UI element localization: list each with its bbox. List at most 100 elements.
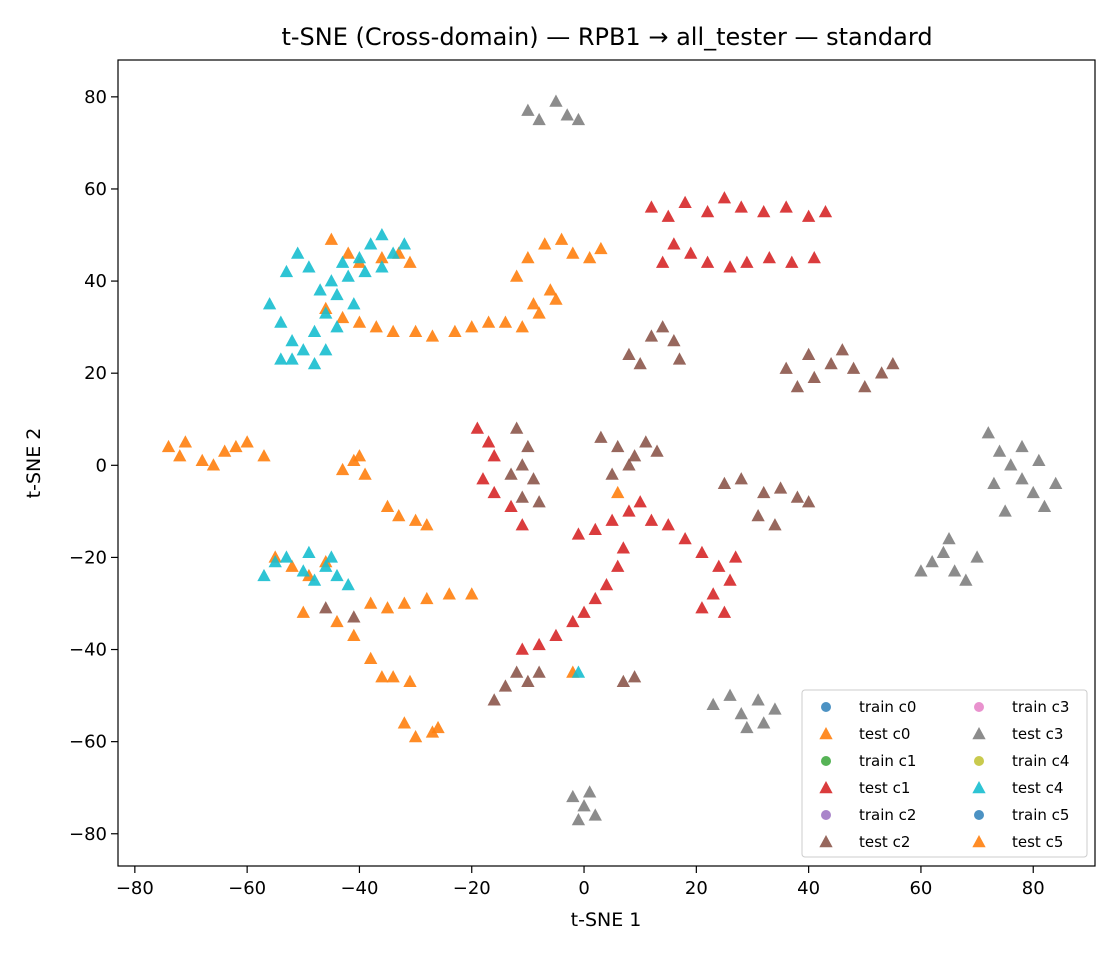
data-point-test-c0-26 <box>369 320 383 333</box>
data-point-test-c2-31 <box>734 472 748 485</box>
data-point-test-c1-41 <box>611 559 625 572</box>
data-point-test-c1-18 <box>655 255 670 268</box>
legend-marker-train-c3 <box>974 702 984 712</box>
data-point-test-c2-41 <box>532 665 546 678</box>
legend-marker-test-c0 <box>819 727 833 740</box>
y-tick-label-5: 20 <box>84 363 107 384</box>
data-point-test-c4-3 <box>296 343 310 356</box>
data-point-test-c3-25 <box>734 707 748 720</box>
legend-label-train-c2: train c2 <box>859 806 916 824</box>
data-point-test-c3-23 <box>706 697 720 711</box>
chart-title: t-SNE (Cross-domain) — RPB1 → all_tester… <box>281 23 932 51</box>
data-point-test-c0-15 <box>408 513 423 526</box>
legend-box <box>801 689 1088 858</box>
legend-label-test-c0: test c0 <box>859 725 910 743</box>
data-point-test-c0-16 <box>420 518 434 531</box>
data-point-test-c1-19 <box>470 421 485 434</box>
data-point-test-c2-32 <box>757 485 771 499</box>
data-point-test-c4-10 <box>375 228 389 241</box>
legend-marker-train-c5 <box>974 810 984 820</box>
data-point-test-c3-31 <box>577 799 591 812</box>
data-point-test-c0-8 <box>257 449 271 462</box>
data-point-test-c0-52 <box>397 596 412 609</box>
data-point-test-c2-9 <box>824 356 838 370</box>
data-point-test-c0-20 <box>375 251 389 264</box>
legend-label-test-c2: test c2 <box>859 833 910 851</box>
data-point-test-c4-22 <box>274 352 288 365</box>
data-point-test-c0-51 <box>380 601 395 614</box>
data-point-test-c4-7 <box>341 269 355 282</box>
data-point-test-c1-45 <box>566 614 580 628</box>
data-point-test-c4-35 <box>302 545 316 559</box>
legend-label-test-c3: test c3 <box>1012 725 1063 743</box>
data-point-test-c2-44 <box>627 670 642 683</box>
data-point-test-c0-12 <box>352 449 367 462</box>
data-point-test-c3-19 <box>947 564 962 577</box>
data-point-test-c1-42 <box>599 578 614 591</box>
data-point-test-c3-22 <box>942 531 956 545</box>
x-tick-label-6: 40 <box>797 878 820 899</box>
data-point-test-c0-32 <box>481 315 496 328</box>
data-point-test-c3-15 <box>1032 453 1046 466</box>
data-point-test-c2-26 <box>639 435 653 448</box>
y-tick-label-3: −20 <box>69 547 107 568</box>
x-tick-label-5: 20 <box>685 878 708 899</box>
legend-label-test-c1: test c1 <box>859 779 910 797</box>
data-point-test-c3-4 <box>571 112 586 126</box>
data-point-test-c0-27 <box>386 324 400 337</box>
data-point-test-c0-1 <box>173 449 187 462</box>
x-axis: −80 −60 −40 −20 0 20 40 60 80 <box>116 866 1045 899</box>
y-axis-label: t-SNE 2 <box>23 428 45 499</box>
data-point-test-c0-61 <box>386 670 400 683</box>
data-point-test-c4-18 <box>358 264 372 278</box>
data-point-test-c1-32 <box>661 518 675 531</box>
data-point-test-c1-10 <box>667 237 681 250</box>
x-tick-label-1: −60 <box>228 878 266 899</box>
data-point-test-c4-36 <box>324 550 339 563</box>
data-point-test-c2-14 <box>886 356 900 370</box>
data-point-test-c0-5 <box>218 444 232 457</box>
data-point-test-c1-2 <box>678 195 692 209</box>
data-point-test-c4-17 <box>313 283 327 296</box>
data-point-test-c3-20 <box>959 573 973 586</box>
legend-marker-test-c5 <box>972 835 986 848</box>
data-point-test-c2-15 <box>801 347 816 361</box>
data-point-test-c4-29 <box>279 550 294 563</box>
data-point-test-c1-30 <box>633 495 647 508</box>
legend-label-train-c1: train c1 <box>859 752 916 770</box>
data-point-test-c1-43 <box>588 591 602 605</box>
data-point-test-c4-2 <box>285 333 299 347</box>
data-point-test-c1-13 <box>723 260 737 273</box>
data-point-test-c1-14 <box>740 255 754 268</box>
data-point-test-c4-0 <box>262 297 277 310</box>
data-point-test-c0-37 <box>521 251 535 264</box>
data-point-test-c0-2 <box>178 435 193 448</box>
data-point-test-c2-0 <box>622 347 636 361</box>
data-point-test-c3-17 <box>925 555 939 568</box>
legend-label-train-c5: train c5 <box>1012 806 1069 824</box>
data-point-test-c0-28 <box>408 324 423 337</box>
data-point-test-c0-14 <box>392 508 406 522</box>
data-point-test-c4-6 <box>330 287 344 301</box>
data-point-test-c2-4 <box>667 333 681 347</box>
data-point-test-c2-27 <box>650 444 664 457</box>
data-point-test-c2-45 <box>347 610 361 623</box>
data-point-test-c0-44 <box>526 297 541 310</box>
data-point-test-c4-5 <box>319 306 333 319</box>
data-point-test-c0-25 <box>352 315 367 328</box>
data-point-test-c2-24 <box>611 439 625 453</box>
data-point-test-c1-20 <box>481 435 496 448</box>
data-point-test-c1-44 <box>577 605 591 618</box>
data-point-test-c0-43 <box>543 283 558 296</box>
data-point-test-c4-32 <box>319 559 333 572</box>
legend-label-train-c0: train c0 <box>859 698 916 716</box>
data-point-test-c1-49 <box>616 541 630 554</box>
data-point-test-c3-28 <box>757 716 771 729</box>
y-tick-label-8: 80 <box>84 87 107 108</box>
data-point-test-c4-27 <box>257 568 271 582</box>
data-point-test-c0-45 <box>549 292 563 305</box>
data-point-test-c3-2 <box>549 94 563 107</box>
y-tick-label-4: 0 <box>96 455 107 476</box>
data-point-test-c0-29 <box>425 329 440 342</box>
data-point-test-c1-25 <box>515 518 529 531</box>
